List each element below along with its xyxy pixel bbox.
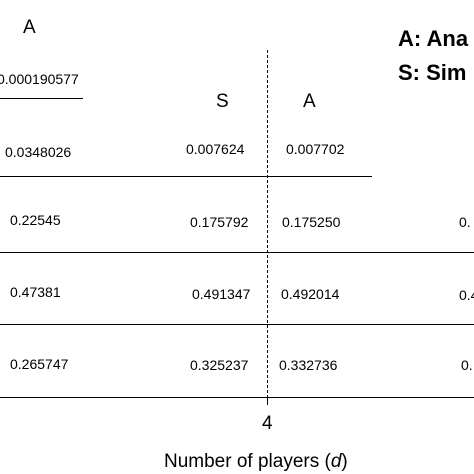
sim-value-row-4: 0.325237 bbox=[190, 357, 249, 373]
legend-simulation: S: Sim bbox=[398, 60, 467, 85]
separator-mid-top bbox=[0, 176, 372, 177]
x-axis-label: Number of players (d) bbox=[164, 452, 348, 471]
x-axis-line bbox=[0, 397, 474, 398]
dashed-divider bbox=[267, 50, 268, 398]
left-value-row-3: 0.47381 bbox=[10, 284, 61, 300]
separator-row-2-3 bbox=[0, 252, 474, 253]
separator-row-3-4 bbox=[0, 324, 474, 325]
left-value-row-2: 0.22545 bbox=[10, 212, 61, 228]
ana-value-row-4: 0.332736 bbox=[279, 357, 338, 373]
ana-value-row-3: 0.492014 bbox=[281, 286, 340, 302]
sim-value-row-1: 0.007624 bbox=[186, 141, 245, 157]
sim-value-row-2: 0.175792 bbox=[190, 214, 249, 230]
sim-value-row-3: 0.491347 bbox=[192, 286, 251, 302]
x-axis-label-variable: d bbox=[330, 451, 342, 472]
ana-value-row-2: 0.175250 bbox=[282, 214, 341, 230]
x-axis-label-prefix: Number of players ( bbox=[164, 451, 331, 472]
right-fragment-row-4: 0. bbox=[461, 357, 473, 373]
x-axis-tick-label: 4 bbox=[262, 413, 273, 434]
ana-value-row-1: 0.007702 bbox=[286, 141, 345, 157]
legend-analytical: A: Ana bbox=[398, 26, 469, 51]
right-fragment-row-3: 0.4 bbox=[459, 287, 474, 303]
right-fragment-row-2: 0. bbox=[459, 214, 471, 230]
left-top-underline bbox=[0, 98, 83, 99]
left-value-row-4: 0.265747 bbox=[10, 356, 69, 372]
ana-column-header: A bbox=[303, 91, 316, 112]
x-axis-label-suffix: ) bbox=[341, 451, 348, 472]
left-column-header: A bbox=[23, 17, 36, 38]
sim-column-header: S bbox=[216, 91, 229, 112]
left-top-value: 0.000190577 bbox=[0, 71, 79, 87]
x-axis-tick-mark bbox=[267, 397, 268, 405]
left-value-row-1: 0.0348026 bbox=[5, 144, 72, 160]
